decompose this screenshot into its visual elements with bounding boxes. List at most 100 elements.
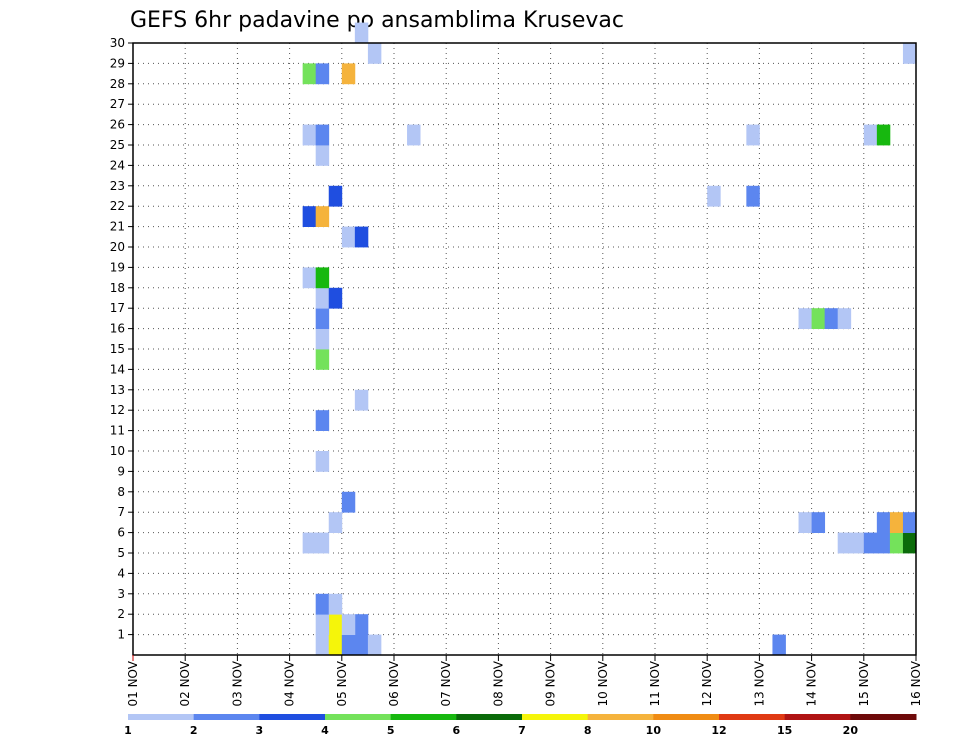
y-tick-label: 26 bbox=[110, 118, 125, 132]
y-tick-label: 12 bbox=[110, 403, 125, 417]
y-tick-label: 22 bbox=[110, 199, 125, 213]
legend-swatch bbox=[390, 714, 457, 720]
y-tick-label: 1 bbox=[117, 628, 125, 642]
heatmap-cell bbox=[328, 287, 343, 309]
heatmap-cell bbox=[328, 593, 343, 615]
heatmap-cell bbox=[876, 124, 891, 146]
heatmap-cell bbox=[863, 124, 878, 146]
x-tick-label: 05 NOV bbox=[335, 660, 349, 706]
heatmap-cell bbox=[328, 634, 343, 656]
y-tick-label: 29 bbox=[110, 56, 125, 70]
legend-swatch bbox=[587, 714, 654, 720]
legend-label: 20 bbox=[843, 724, 859, 737]
heatmap-cell bbox=[315, 451, 330, 472]
legend-label: 5 bbox=[387, 724, 395, 737]
heatmap-cell bbox=[824, 308, 839, 329]
legend-swatch bbox=[653, 714, 720, 720]
heatmap-cells bbox=[302, 22, 917, 656]
heatmap-cell bbox=[354, 22, 369, 44]
heatmap-cell bbox=[328, 185, 343, 207]
legend-swatch bbox=[128, 714, 195, 720]
y-tick-label: 14 bbox=[110, 362, 125, 376]
heatmap-cell bbox=[367, 43, 382, 64]
y-tick-label: 2 bbox=[117, 607, 125, 621]
y-tick-label: 20 bbox=[110, 240, 125, 254]
heatmap-cell bbox=[889, 532, 904, 554]
x-tick-label: 01 NOV bbox=[126, 660, 140, 706]
x-axis-ticks: 01 NOV 02 NOV 03 NOV 04 NOV 05 NOV 06 NOV 07 N… bbox=[126, 655, 923, 707]
heatmap-cell bbox=[302, 267, 317, 289]
heatmap-cell bbox=[302, 206, 317, 227]
x-tick-label: 06 NOV bbox=[387, 660, 401, 706]
heatmap-cell bbox=[811, 512, 826, 533]
heatmap-cell bbox=[746, 124, 760, 146]
heatmap-cell bbox=[302, 124, 317, 146]
heatmap-cell bbox=[315, 634, 330, 656]
heatmap-cell bbox=[798, 512, 812, 533]
y-tick-label: 17 bbox=[110, 301, 125, 315]
x-tick-label: 12 NOV bbox=[700, 660, 714, 706]
y-tick-label: 24 bbox=[110, 158, 125, 172]
x-tick-label: 15 NOV bbox=[857, 660, 871, 706]
legend-label: 12 bbox=[711, 724, 726, 737]
heatmap-cell bbox=[328, 614, 343, 635]
x-tick-label: 13 NOV bbox=[752, 660, 766, 706]
legend-label: 2 bbox=[190, 724, 198, 737]
legend-label: 7 bbox=[518, 724, 526, 737]
y-tick-label: 19 bbox=[110, 260, 125, 274]
heatmap-cell bbox=[367, 634, 382, 656]
heatmap-cell bbox=[876, 512, 891, 533]
heatmap-cell bbox=[837, 532, 852, 554]
heatmap-cell bbox=[341, 634, 356, 656]
y-tick-label: 3 bbox=[117, 587, 125, 601]
heatmap-cell bbox=[315, 328, 330, 350]
heatmap-cell bbox=[315, 593, 330, 615]
x-tick-label: 10 NOV bbox=[596, 660, 610, 706]
heatmap-cell bbox=[315, 267, 330, 289]
heatmap-cell bbox=[902, 532, 917, 554]
heatmap-cell bbox=[863, 532, 878, 554]
heatmap-cell bbox=[354, 389, 369, 411]
y-tick-label: 11 bbox=[110, 424, 125, 438]
heatmap-cell bbox=[902, 43, 917, 64]
heatmap-cell bbox=[315, 63, 330, 85]
legend-swatch bbox=[456, 714, 523, 720]
y-tick-label: 15 bbox=[110, 342, 125, 356]
legend-label: 8 bbox=[584, 724, 592, 737]
legend-swatch bbox=[193, 714, 260, 720]
grid-lines bbox=[132, 42, 917, 655]
y-tick-label: 4 bbox=[117, 566, 125, 580]
x-tick-label: 07 NOV bbox=[439, 660, 453, 706]
y-tick-label: 5 bbox=[117, 546, 125, 560]
color-legend: 1 2 3 4 5 6 7 8 10 12 15 20 bbox=[124, 714, 917, 737]
heatmap-cell bbox=[707, 185, 721, 207]
legend-label: 3 bbox=[256, 724, 264, 737]
heatmap-cell bbox=[315, 532, 330, 554]
heatmap-cell bbox=[315, 349, 330, 370]
heatmap-cell bbox=[341, 63, 356, 85]
heatmap-cell bbox=[902, 512, 917, 533]
heatmap-cell bbox=[889, 512, 904, 533]
y-tick-label: 7 bbox=[117, 505, 125, 519]
legend-label: 6 bbox=[453, 724, 461, 737]
y-tick-label: 10 bbox=[110, 444, 125, 458]
heatmap-cell bbox=[407, 124, 421, 146]
legend-label: 15 bbox=[777, 724, 792, 737]
y-tick-label: 23 bbox=[110, 179, 125, 193]
heatmap-cell bbox=[772, 634, 786, 656]
legend-label: 1 bbox=[124, 724, 132, 737]
y-tick-label: 28 bbox=[110, 77, 125, 91]
heatmap-cell bbox=[341, 491, 356, 513]
heatmap-cell bbox=[328, 512, 343, 533]
heatmap-cell bbox=[798, 308, 812, 329]
heatmap-cell bbox=[315, 308, 330, 329]
y-tick-label: 21 bbox=[110, 220, 125, 234]
x-tick-label: 03 NOV bbox=[230, 660, 244, 706]
x-tick-label: 09 NOV bbox=[544, 660, 558, 706]
x-tick-label: 14 NOV bbox=[805, 660, 819, 706]
legend-swatch bbox=[850, 714, 917, 720]
y-tick-label: 25 bbox=[110, 138, 125, 152]
heatmap-cell bbox=[315, 145, 330, 166]
heatmap-cell bbox=[341, 614, 356, 635]
